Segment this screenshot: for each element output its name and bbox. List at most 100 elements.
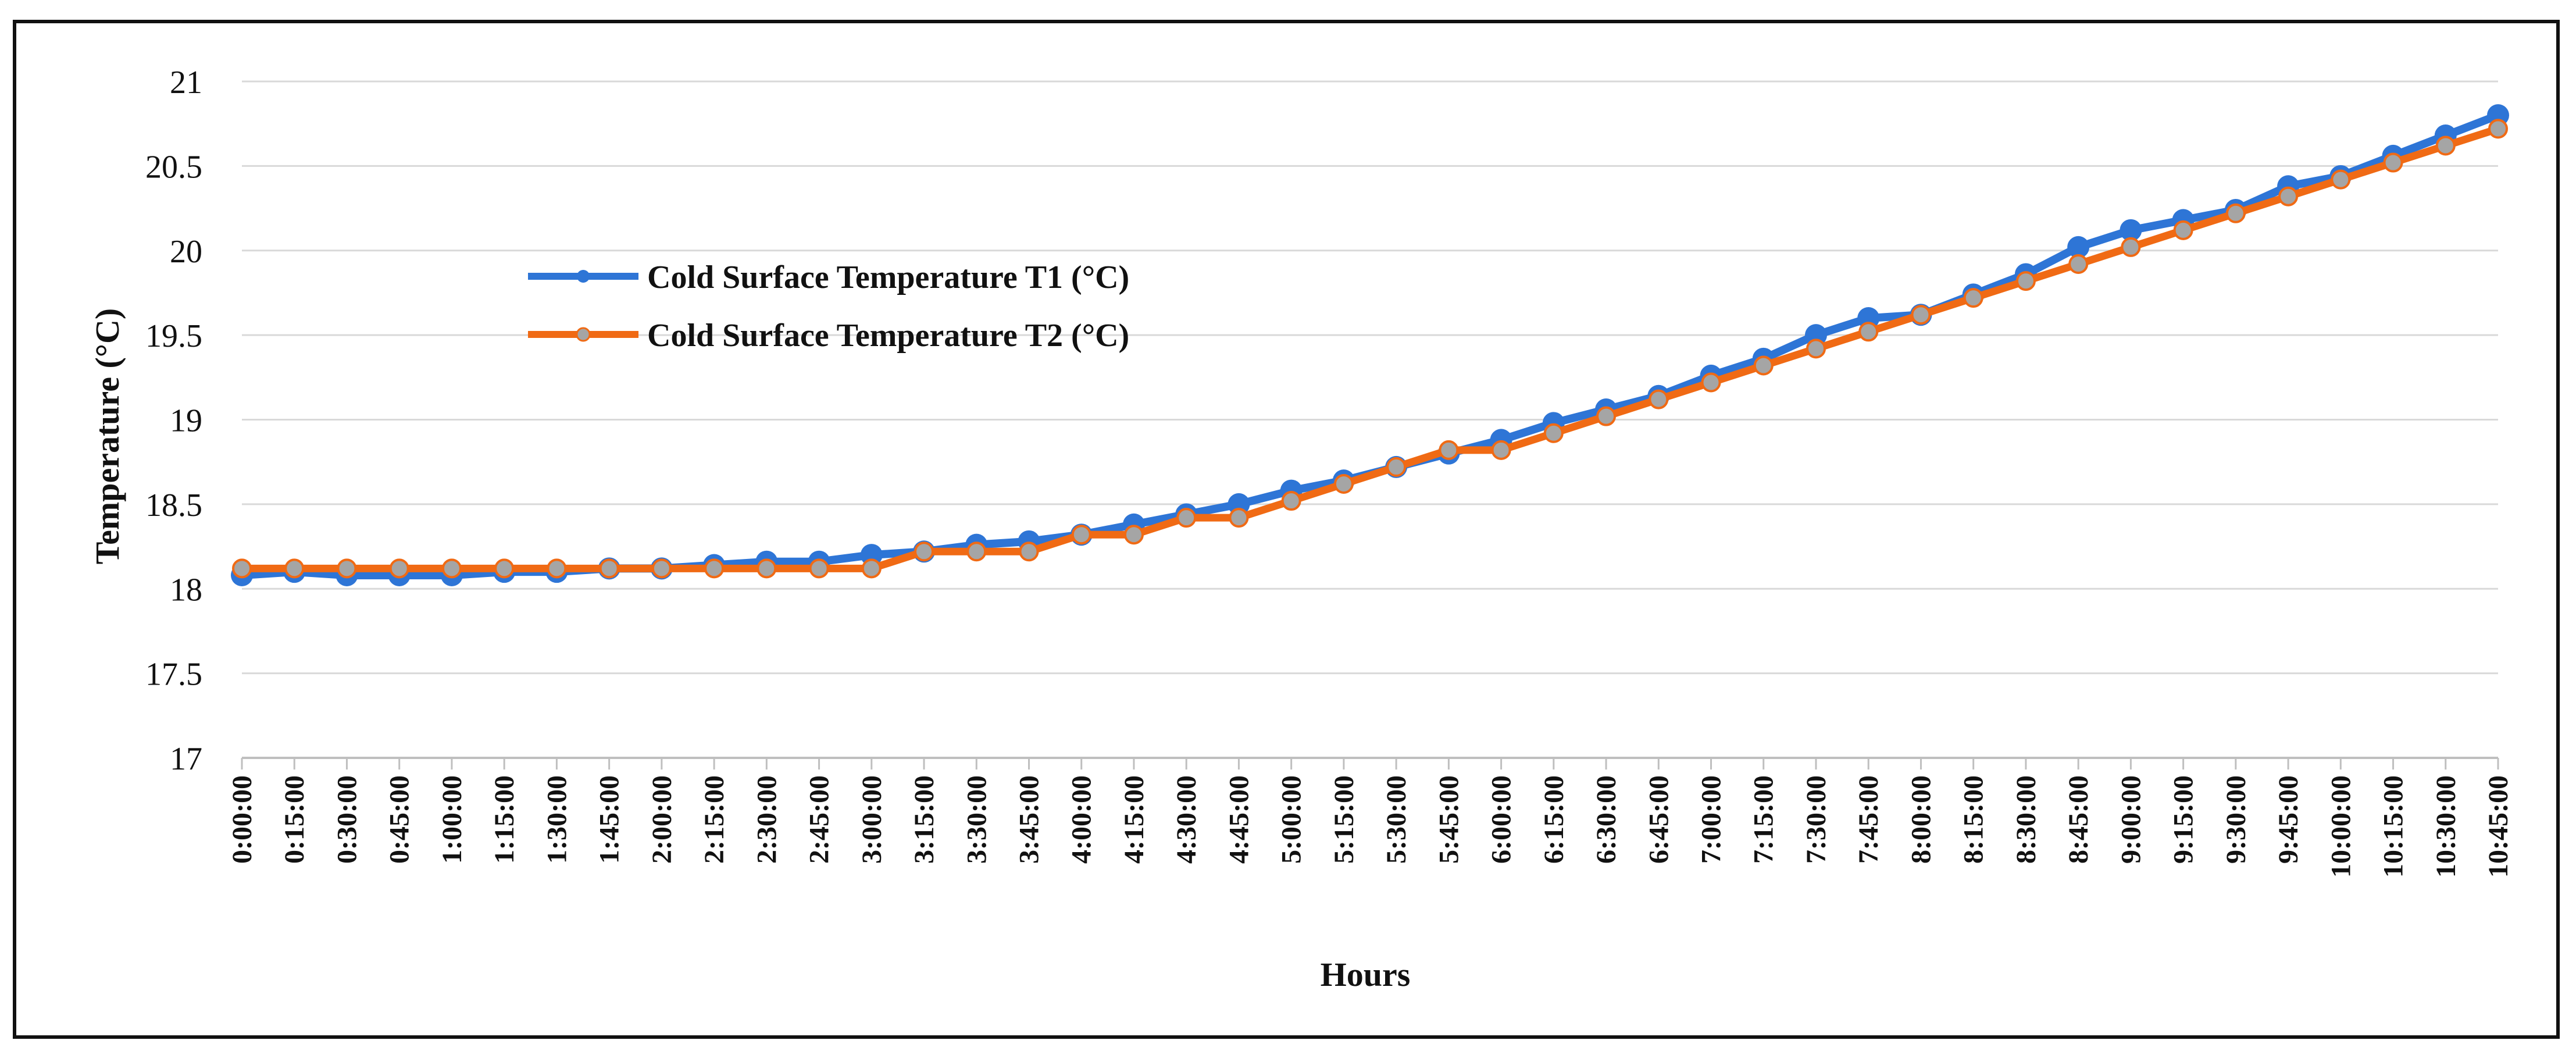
x-tick-label: 10:45:00	[2483, 775, 2514, 878]
figure-frame: 17 17.5 18 18.5 19 19.5 20 20.5 21 0:00:00 0:15:0…	[13, 20, 2560, 1039]
x-tick-label: 7:15:00	[1749, 775, 1779, 864]
data-point-t2	[1858, 322, 1879, 342]
x-tick-label: 3:45:00	[1014, 775, 1044, 864]
data-point-t2	[651, 558, 672, 579]
data-point-t2	[2121, 237, 2141, 257]
x-tick-label: 4:45:00	[1223, 775, 1254, 864]
data-point-t2	[1649, 389, 1669, 409]
series-line-2	[242, 125, 2499, 572]
data-point-t2	[2225, 203, 2246, 223]
x-tick-label: 4:30:00	[1171, 775, 1202, 864]
data-point-t2	[1491, 440, 1511, 460]
data-point-t2	[2383, 152, 2403, 173]
x-tick-label: 3:15:00	[909, 775, 940, 864]
data-point-t2	[337, 558, 357, 579]
axes	[241, 757, 2499, 770]
x-tick-label: 5:45:00	[1433, 775, 1464, 864]
data-point-t2	[1806, 339, 1826, 359]
series-1	[231, 104, 2509, 586]
legend-marker-t2	[576, 327, 591, 342]
data-point-t2	[861, 558, 882, 579]
data-point-t2	[1281, 491, 1301, 511]
data-point-t2	[2331, 169, 2351, 190]
x-tick-label: 10:30:00	[2431, 775, 2461, 878]
x-tick-label: 1:30:00	[541, 775, 572, 864]
data-point-t2	[1963, 288, 1983, 308]
data-point-t2	[547, 558, 567, 579]
x-tick-label: 7:00:00	[1696, 775, 1727, 864]
x-tick-label: 5:15:00	[1329, 775, 1360, 864]
legend-entry-t1: Cold Surface Temperature T1 (°C)	[528, 259, 1129, 295]
x-tick-label: 6:30:00	[1591, 775, 1622, 864]
data-point-t2	[1596, 406, 1617, 426]
data-point-t2	[1176, 508, 1197, 528]
x-tick-label: 6:45:00	[1643, 775, 1674, 864]
x-tick-label: 9:15:00	[2168, 775, 2199, 864]
legend-marker-t1	[577, 270, 590, 283]
x-tick-label: 1:15:00	[489, 775, 520, 864]
x-tick-label: 10:15:00	[2378, 775, 2409, 878]
data-point-t2	[966, 542, 987, 562]
data-series	[231, 104, 2509, 586]
x-tick-label: 8:30:00	[2011, 775, 2042, 864]
x-tick-label: 8:45:00	[2063, 775, 2094, 864]
x-tick-label: 5:30:00	[1381, 775, 1412, 864]
x-tick-label: 4:15:00	[1119, 775, 1150, 864]
legend: Cold Surface Temperature T1 (°C) Cold Su…	[528, 259, 1129, 354]
data-point-t2	[1439, 440, 1459, 460]
data-point-t2	[1386, 457, 1407, 477]
series-line-1	[241, 111, 2500, 579]
data-point-t2	[1229, 508, 1249, 528]
data-point-t2	[914, 542, 934, 562]
x-tick-label: 0:45:00	[384, 775, 415, 864]
y-tick-label: 19.5	[145, 318, 202, 354]
x-tick-label: 0:30:00	[331, 775, 362, 864]
y-tick-label: 19	[170, 403, 202, 439]
x-tick-label: 6:15:00	[1539, 775, 1569, 864]
x-tick-label: 6:00:00	[1486, 775, 1517, 864]
x-tick-label: 2:00:00	[647, 775, 677, 864]
data-point-t2	[2015, 271, 2036, 291]
y-tick-label: 18	[170, 572, 202, 608]
y-tick-label: 21	[170, 65, 202, 101]
data-point-t1	[2067, 236, 2090, 258]
data-point-t2	[1019, 542, 1039, 562]
y-axis-title: Temperature (°C)	[88, 308, 126, 564]
x-tick-label: 3:30:00	[961, 775, 992, 864]
y-tick-label: 17	[170, 741, 202, 777]
x-tick-label: 7:30:00	[1801, 775, 1832, 864]
data-point-t2	[2278, 186, 2299, 206]
data-point-t2	[1753, 355, 1774, 376]
x-tick-label: 9:45:00	[2273, 775, 2304, 864]
x-tick-label: 0:00:00	[227, 775, 258, 864]
data-point-t2	[1123, 525, 1144, 545]
x-tick-label: 7:45:00	[1853, 775, 1884, 864]
x-tick-label: 1:00:00	[437, 775, 468, 864]
data-point-t2	[1911, 305, 1931, 325]
x-tick-label: 2:30:00	[751, 775, 782, 864]
legend-entry-t2: Cold Surface Temperature T2 (°C)	[528, 318, 1129, 354]
x-tick-label: 2:15:00	[699, 775, 730, 864]
x-tick-label: 3:00:00	[857, 775, 887, 864]
data-point-t2	[1543, 423, 1564, 443]
y-tick-labels: 17 17.5 18 18.5 19 19.5 20 20.5 21	[145, 65, 202, 777]
x-tick-label: 10:00:00	[2325, 775, 2356, 878]
data-point-t2	[1701, 372, 1721, 393]
x-tick-label: 1:45:00	[594, 775, 625, 864]
data-point-t2	[809, 558, 829, 579]
x-axis-title: Hours	[1321, 956, 1411, 993]
legend-label-t1: Cold Surface Temperature T1 (°C)	[647, 259, 1129, 295]
x-tick-label: 9:30:00	[2221, 775, 2252, 864]
x-tick-label: 0:15:00	[279, 775, 310, 864]
x-tick-label: 8:15:00	[1958, 775, 1989, 864]
y-tick-label: 20.5	[145, 149, 202, 185]
data-point-t2	[389, 558, 409, 579]
data-point-t2	[2068, 254, 2089, 275]
data-point-t2	[2173, 220, 2193, 240]
x-tick-label: 5:00:00	[1276, 775, 1307, 864]
data-point-t2	[494, 558, 515, 579]
y-tick-label: 18.5	[145, 487, 202, 523]
legend-label-t2: Cold Surface Temperature T2 (°C)	[647, 318, 1129, 354]
y-tick-label: 17.5	[145, 657, 202, 693]
series-2	[232, 119, 2508, 579]
